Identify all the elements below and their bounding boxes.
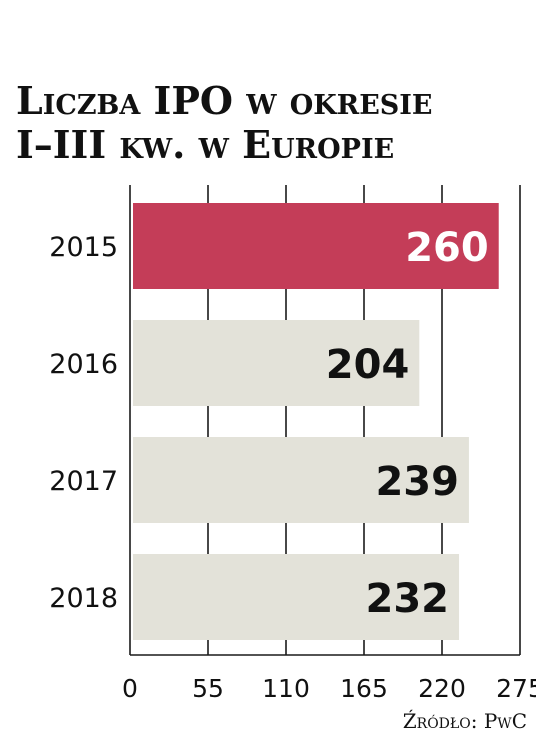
chart-title-line-1: Liczba IPO w okresie <box>16 78 433 123</box>
category-label-2017: 2017 <box>49 466 118 497</box>
category-label-2015: 2015 <box>49 232 118 263</box>
x-tick-label-110: 110 <box>262 674 310 703</box>
value-label-2016: 204 <box>326 342 410 388</box>
x-axis-ticks: 0 55 110 165 220 275 <box>122 674 536 703</box>
x-tick-label-55: 55 <box>192 674 224 703</box>
bar-2018 <box>133 554 460 640</box>
bar-2015 <box>133 203 499 289</box>
chart-title-line-2: I–III kw. w Europie <box>16 122 394 167</box>
value-label-2015: 260 <box>405 225 489 271</box>
category-label-2016: 2016 <box>49 349 118 380</box>
bars: 2015 260 2016 204 2017 239 2018 232 <box>49 203 499 640</box>
value-label-2018: 232 <box>366 576 450 622</box>
bar-2016 <box>133 320 420 406</box>
x-tick-label-0: 0 <box>122 674 138 703</box>
x-tick-label-220: 220 <box>418 674 466 703</box>
bar-2017 <box>133 437 469 523</box>
x-tick-label-165: 165 <box>340 674 388 703</box>
value-label-2017: 239 <box>375 459 459 505</box>
x-tick-label-275: 275 <box>496 674 536 703</box>
category-label-2018: 2018 <box>49 583 118 614</box>
source-note: Źródło: PwC <box>403 709 527 733</box>
